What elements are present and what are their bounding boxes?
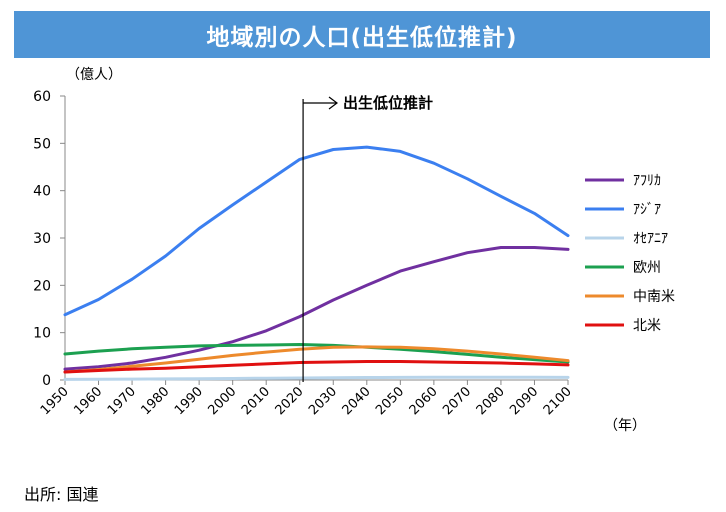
x-tick-label: 1960	[71, 384, 105, 418]
series-line	[63, 375, 570, 381]
x-tick-label: 1990	[172, 384, 206, 418]
y-tick-label: 50	[33, 136, 51, 152]
y-tick-label: 30	[33, 231, 51, 247]
series-line	[63, 246, 570, 371]
legend-label: 欧州	[633, 260, 661, 276]
x-tick-label: 2050	[373, 384, 407, 418]
y-tick-label: 20	[33, 278, 51, 294]
chart-title: 地域別の人口(出生低位推計)	[206, 24, 518, 51]
x-tick-label: 2000	[205, 384, 239, 418]
x-tick-label: 2060	[407, 384, 441, 418]
legend-label: 中南米	[633, 289, 675, 305]
x-tick-label: 2090	[507, 384, 541, 418]
x-tick-label: 2010	[239, 384, 273, 418]
x-tick-label: 2020	[273, 384, 307, 418]
x-tick-label: 2100	[541, 384, 575, 418]
legend-label: 北米	[633, 318, 661, 334]
legend-label: ｵｾｱﾆｱ	[633, 231, 668, 247]
x-tick-label: 2030	[306, 384, 340, 418]
x-axis-label: （年）	[604, 418, 646, 434]
x-tick-label: 1950	[38, 384, 72, 418]
annotation-arrow-head	[328, 96, 338, 110]
legend-label: ｱｼﾞｱ	[633, 202, 661, 218]
x-tick-label: 2070	[440, 384, 474, 418]
series-line	[63, 343, 570, 364]
y-axis-label: （億人）	[66, 67, 122, 83]
y-tick-label: 0	[42, 373, 51, 389]
source-note: 出所: 国連	[24, 485, 99, 504]
title-bar: 地域別の人口(出生低位推計)	[14, 11, 710, 58]
series-line	[63, 145, 570, 317]
x-tick-label: 2080	[474, 384, 508, 418]
y-tick-label: 60	[33, 89, 51, 105]
y-tick-label: 10	[33, 326, 51, 342]
series-line	[63, 345, 570, 374]
series-line	[63, 360, 570, 374]
legend-label: ｱﾌﾘｶ	[633, 173, 661, 189]
x-tick-label: 1980	[138, 384, 172, 418]
y-tick-label: 40	[33, 184, 51, 200]
x-tick-label: 2040	[340, 384, 374, 418]
annotation-label: 出生低位推計	[343, 94, 433, 112]
x-tick-label: 1970	[105, 384, 139, 418]
